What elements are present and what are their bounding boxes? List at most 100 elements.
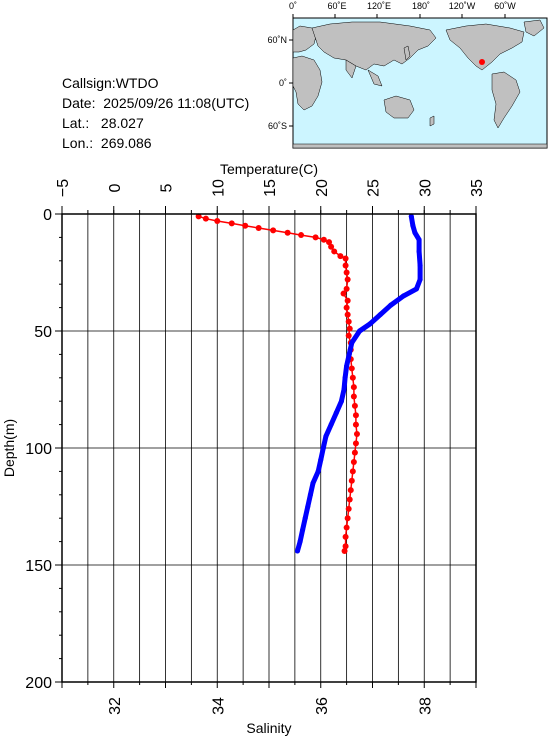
salinity-axis-title: Salinity bbox=[246, 720, 291, 736]
date-label: Date: 2025/09/26 11:08(UTC) bbox=[62, 95, 250, 111]
salinity-data-point bbox=[346, 351, 352, 357]
salinity-data-point bbox=[410, 223, 416, 229]
salinity-data-point bbox=[388, 302, 394, 308]
salinity-data-point bbox=[297, 539, 303, 545]
temperature-data-point bbox=[343, 304, 350, 311]
temperature-data-point bbox=[343, 524, 350, 531]
salinity-data-point bbox=[310, 480, 316, 486]
salinity-data-point bbox=[367, 321, 373, 327]
temperature-tick-label: 15 bbox=[262, 179, 279, 197]
temperature-data-point bbox=[345, 505, 352, 512]
depth-tick-label: 50 bbox=[34, 324, 52, 341]
salinity-data-point bbox=[357, 328, 363, 334]
temperature-tick-label: 0 bbox=[107, 183, 124, 192]
temperature-data-point bbox=[351, 449, 358, 456]
map-lon-label: 180˚ bbox=[412, 1, 430, 11]
temperature-data-point bbox=[270, 227, 277, 234]
temperature-data-point bbox=[345, 318, 352, 325]
salinity-data-point bbox=[328, 422, 334, 428]
salinity-data-point bbox=[305, 504, 311, 509]
temperature-data-point bbox=[351, 402, 358, 409]
plot-frame bbox=[61, 213, 477, 683]
temperature-data-point bbox=[352, 412, 359, 419]
temperature-data-point bbox=[343, 285, 350, 292]
temperature-data-point bbox=[331, 248, 338, 255]
longitude-label: Lon.: 269.086 bbox=[62, 135, 152, 151]
salinity-data-point bbox=[349, 340, 355, 346]
depth-tick-label: 0 bbox=[43, 207, 52, 224]
temperature-data-point bbox=[342, 262, 349, 269]
temperature-data-point bbox=[348, 477, 355, 484]
temperature-data-point bbox=[350, 459, 357, 466]
salinity-data-point bbox=[294, 548, 300, 554]
world-map: 0˚ 60˚E 120˚E 180˚ 120˚W 60˚W 60˚N 0˚ 60… bbox=[267, 1, 548, 149]
callsign-label: Callsign:WTDO bbox=[62, 75, 159, 91]
temperature-data-point bbox=[326, 239, 333, 246]
depth-tick-label: 100 bbox=[25, 441, 52, 458]
salinity-data-point bbox=[318, 457, 324, 463]
depth-tick-label: 200 bbox=[25, 675, 52, 692]
temperature-data-point bbox=[353, 430, 360, 437]
temperature-data-point bbox=[350, 384, 357, 391]
temperature-data-point bbox=[349, 374, 356, 381]
temperature-data-point bbox=[346, 496, 353, 503]
temperature-data-point bbox=[320, 236, 327, 243]
temperature-data-point bbox=[255, 225, 262, 232]
temperature-data-point bbox=[342, 255, 349, 262]
temperature-data-point bbox=[350, 393, 357, 400]
salinity-data-point bbox=[377, 312, 383, 318]
depth-axis-title: Depth(m) bbox=[1, 419, 17, 477]
temperature-data-point bbox=[312, 234, 319, 241]
temperature-data-point bbox=[352, 440, 359, 447]
salinity-data-point bbox=[413, 286, 419, 292]
salinity-data-point bbox=[320, 445, 326, 451]
salinity-data-point bbox=[302, 515, 308, 521]
salinity-data-point bbox=[338, 398, 344, 404]
temperature-data-point bbox=[344, 276, 351, 283]
temperature-tick-label: 20 bbox=[314, 179, 331, 197]
depth-axis: 0 50 100 150 200 bbox=[25, 207, 62, 692]
location-marker-icon bbox=[479, 59, 485, 65]
salinity-data-point bbox=[401, 293, 407, 299]
salinity-data-point bbox=[417, 262, 423, 268]
map-lon-label: 0˚ bbox=[289, 1, 297, 11]
map-lat-label: 0˚ bbox=[279, 78, 287, 88]
temperature-data-point bbox=[347, 487, 354, 494]
temperature-data-point bbox=[337, 253, 344, 260]
temperature-data-point bbox=[340, 290, 347, 297]
temperature-data-point bbox=[202, 215, 209, 222]
salinity-tick-label: 36 bbox=[314, 697, 331, 715]
map-lon-label: 120˚W bbox=[449, 1, 476, 11]
salinity-tick-label: 38 bbox=[417, 697, 434, 715]
map-lon-label: 60˚E bbox=[327, 1, 346, 11]
salinity-tick-label: 32 bbox=[107, 697, 124, 715]
salinity-data-point bbox=[416, 248, 422, 254]
salinity-data-point bbox=[342, 375, 348, 381]
salinity-data-point bbox=[341, 387, 347, 392]
map-lat-label: 60˚N bbox=[267, 35, 287, 45]
temperature-tick-label: 35 bbox=[469, 179, 486, 197]
temperature-tick-label: 5 bbox=[159, 183, 176, 192]
salinity-data-point bbox=[416, 237, 422, 243]
temperature-data-point bbox=[242, 222, 249, 229]
temperature-tick-label: 30 bbox=[417, 179, 434, 197]
temperature-data-point bbox=[344, 515, 351, 522]
temperature-data-point bbox=[341, 547, 348, 554]
salinity-data-point bbox=[323, 433, 329, 439]
temperature-data-point bbox=[344, 311, 351, 318]
salinity-data-point bbox=[412, 230, 418, 236]
temperature-axis: −5 0 5 10 15 20 25 30 35 bbox=[55, 179, 486, 214]
latitude-label: Lat.: 28.027 bbox=[62, 115, 144, 131]
temperature-data-point bbox=[214, 218, 221, 225]
map-ticks bbox=[289, 14, 506, 127]
temperature-data-point bbox=[195, 213, 202, 220]
temperature-tick-label: 25 bbox=[366, 179, 383, 197]
temperature-data-point bbox=[328, 243, 335, 250]
map-lon-label: 120˚E bbox=[367, 1, 391, 11]
temperature-data-point bbox=[342, 533, 349, 540]
temperature-data-point bbox=[228, 220, 235, 227]
temperature-data-point bbox=[344, 297, 351, 304]
temperature-tick-label: −5 bbox=[55, 179, 72, 197]
map-lat-label: 60˚S bbox=[268, 121, 287, 131]
